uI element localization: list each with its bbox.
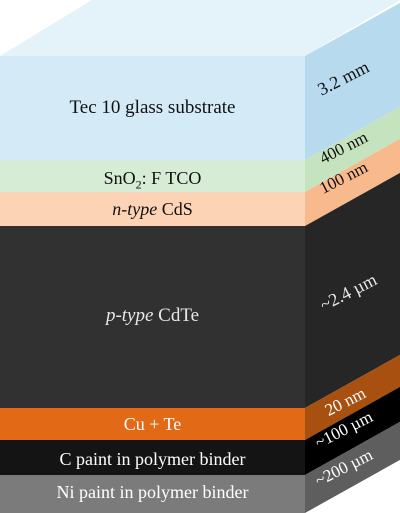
nipaint-front-face	[0, 475, 305, 513]
cute-label: Cu + Te	[123, 414, 182, 434]
cdte-label: p-type CdTe	[105, 305, 200, 326]
cds-side-face	[305, 138, 400, 226]
glass-top-face	[0, 0, 400, 56]
glass-side-face	[305, 2, 400, 161]
nipaint-side-face	[305, 421, 400, 513]
cpaint-side-face	[305, 386, 400, 475]
cute-side-face	[305, 354, 400, 440]
tco-front-face	[0, 160, 305, 192]
nipaint-label: Ni paint in polymer binder	[56, 482, 249, 502]
glass-front-face	[0, 56, 305, 160]
glass-label: Tec 10 glass substrate	[69, 97, 236, 118]
cdte-side-face	[305, 172, 400, 408]
cpaint-front-face	[0, 440, 305, 475]
tco-label: SnO2: F TCO	[103, 168, 202, 192]
cute-front-face	[0, 408, 305, 440]
cds-front-face	[0, 192, 305, 226]
tco-side-face	[305, 106, 400, 192]
cpaint-label: C paint in polymer binder	[59, 449, 246, 469]
cdte-front-face	[0, 226, 305, 408]
cds-label: n-type CdS	[112, 199, 193, 219]
